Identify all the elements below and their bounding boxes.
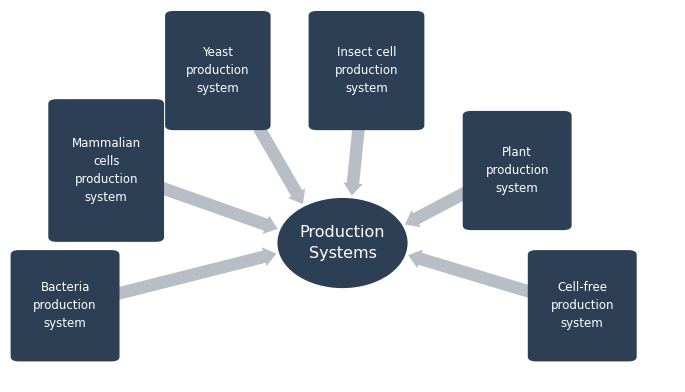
Text: Bacteria
production
system: Bacteria production system [34,281,97,330]
FancyBboxPatch shape [462,111,571,230]
Ellipse shape [277,198,408,288]
FancyArrowPatch shape [343,127,365,196]
FancyBboxPatch shape [527,250,636,361]
Text: Cell-free
production
system: Cell-free production system [551,281,614,330]
Text: Insect cell
production
system: Insect cell production system [335,46,398,95]
Text: Mammalian
cells
production
system: Mammalian cells production system [72,137,140,204]
FancyArrowPatch shape [253,125,305,204]
FancyBboxPatch shape [10,250,119,361]
FancyBboxPatch shape [48,99,164,242]
FancyBboxPatch shape [308,11,424,130]
FancyArrowPatch shape [408,250,535,299]
FancyArrowPatch shape [156,181,277,234]
FancyBboxPatch shape [165,11,271,130]
Text: Yeast
production
system: Yeast production system [186,46,249,95]
Text: Production
Systems: Production Systems [300,225,385,261]
FancyArrowPatch shape [112,247,276,301]
Text: Plant
production
system: Plant production system [486,146,549,195]
FancyArrowPatch shape [405,185,471,227]
